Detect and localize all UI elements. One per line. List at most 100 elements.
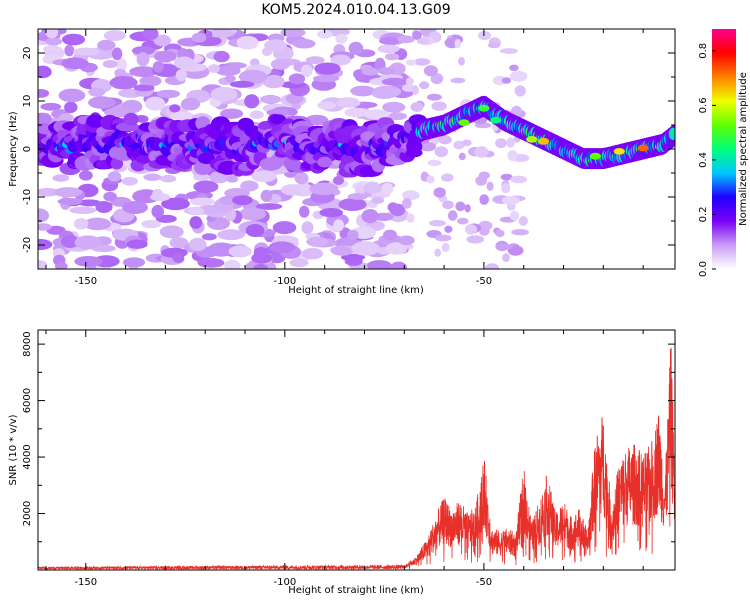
noise-blob bbox=[362, 182, 383, 194]
noise-blob bbox=[191, 32, 207, 43]
noise-blob bbox=[206, 29, 235, 38]
y-tick-label: 8000 bbox=[22, 331, 33, 356]
noise-blob bbox=[330, 245, 354, 256]
noise-blob bbox=[317, 30, 333, 39]
noise-blob bbox=[159, 225, 184, 239]
noise-blob bbox=[260, 95, 281, 104]
noise-blob bbox=[350, 85, 376, 97]
noise-blob bbox=[161, 197, 190, 211]
noise-blob bbox=[501, 183, 511, 194]
noise-blob bbox=[175, 69, 188, 82]
noise-blob bbox=[438, 135, 452, 145]
noise-blob bbox=[390, 261, 407, 269]
noise-blob bbox=[426, 175, 435, 184]
noise-blob bbox=[153, 50, 177, 63]
noise-blob bbox=[189, 216, 203, 229]
y-tick-label: 0 bbox=[22, 146, 33, 152]
noise-blob bbox=[260, 189, 273, 202]
noise-blob bbox=[457, 217, 469, 225]
noise-blob bbox=[405, 77, 414, 86]
noise-blob bbox=[420, 171, 429, 180]
noise-blob bbox=[344, 107, 370, 118]
noise-blob bbox=[510, 175, 528, 184]
noise-blob bbox=[314, 62, 341, 75]
noise-blob bbox=[83, 217, 112, 231]
noise-blob bbox=[475, 175, 488, 186]
noise-blob bbox=[518, 216, 528, 226]
noise-blob bbox=[40, 102, 62, 111]
noise-blob bbox=[188, 237, 207, 252]
noise-blob bbox=[126, 239, 148, 249]
noise-blob bbox=[169, 237, 189, 249]
x-tick-label: -50 bbox=[476, 276, 492, 287]
noise-blob bbox=[264, 39, 287, 52]
noise-blob bbox=[224, 75, 236, 83]
snr-series-line bbox=[38, 347, 675, 570]
noise-blob bbox=[173, 56, 195, 70]
noise-blob bbox=[398, 235, 415, 246]
chart-title: KOM5.2024.010.04.13.G09 bbox=[261, 2, 450, 18]
noise-blob bbox=[201, 233, 217, 241]
noise-blob bbox=[129, 66, 158, 77]
noise-blob bbox=[495, 138, 507, 149]
band-blob bbox=[270, 114, 286, 125]
noise-blob bbox=[458, 56, 465, 66]
peak-blob bbox=[538, 137, 550, 145]
y-tick-label: 6000 bbox=[22, 388, 33, 413]
noise-blob bbox=[244, 94, 260, 109]
noise-blob bbox=[268, 241, 296, 254]
noise-blob bbox=[88, 96, 116, 109]
spectrogram-ylabel: Frequency (Hz) bbox=[8, 111, 19, 187]
noise-blob bbox=[383, 229, 397, 241]
noise-blob bbox=[74, 256, 103, 267]
noise-blob bbox=[402, 197, 412, 209]
noise-blob bbox=[309, 182, 339, 196]
noise-blob bbox=[142, 29, 159, 41]
noise-blob bbox=[428, 220, 446, 227]
snr-panel: -150 -100 -50 2000 4000 6000 8000 Height of st… bbox=[8, 329, 676, 596]
noise-blob bbox=[479, 194, 490, 206]
noise-blob bbox=[73, 218, 89, 230]
peak-blob bbox=[478, 104, 490, 112]
y-tick-label: 2000 bbox=[22, 501, 33, 526]
colorbar-tick-label: 0.6 bbox=[698, 97, 709, 113]
noise-blob bbox=[236, 35, 259, 50]
noise-blob bbox=[224, 259, 241, 269]
noise-blob bbox=[312, 74, 340, 83]
noise-blob bbox=[411, 85, 419, 96]
spectrogram-heatmap bbox=[38, 29, 675, 269]
noise-blob bbox=[169, 104, 181, 113]
noise-blob bbox=[272, 221, 297, 235]
noise-blob bbox=[38, 208, 50, 223]
noise-blob bbox=[300, 64, 313, 78]
noise-blob bbox=[62, 33, 85, 46]
band-blob bbox=[86, 114, 105, 128]
noise-blob bbox=[338, 198, 367, 211]
noise-blob bbox=[145, 96, 166, 111]
noise-blob bbox=[193, 180, 219, 193]
noise-blob bbox=[152, 188, 164, 201]
noise-blob bbox=[514, 85, 526, 97]
noise-blob bbox=[143, 173, 162, 181]
noise-blob bbox=[379, 37, 400, 45]
noise-blob bbox=[262, 74, 285, 89]
noise-blob bbox=[423, 65, 438, 77]
ridge-blob bbox=[668, 127, 675, 141]
noise-blob bbox=[133, 84, 155, 92]
noise-blob bbox=[116, 58, 128, 72]
y-tick-label: -20 bbox=[22, 237, 33, 253]
colorbar-label: Normalized spectral amplitude bbox=[738, 72, 749, 226]
noise-blob bbox=[74, 235, 102, 250]
noise-blob bbox=[102, 60, 118, 68]
noise-blob bbox=[197, 258, 225, 268]
noise-blob bbox=[442, 200, 454, 210]
noise-blob bbox=[299, 205, 310, 218]
noise-blob bbox=[219, 198, 236, 205]
noise-blob bbox=[382, 101, 406, 113]
noise-blob bbox=[77, 199, 102, 207]
noise-blob bbox=[294, 172, 309, 185]
colorbar: 0.0 0.2 0.4 0.6 0.8 Normalized spectral ampl… bbox=[698, 29, 749, 277]
noise-blob bbox=[478, 220, 493, 231]
noise-blob bbox=[387, 112, 407, 121]
